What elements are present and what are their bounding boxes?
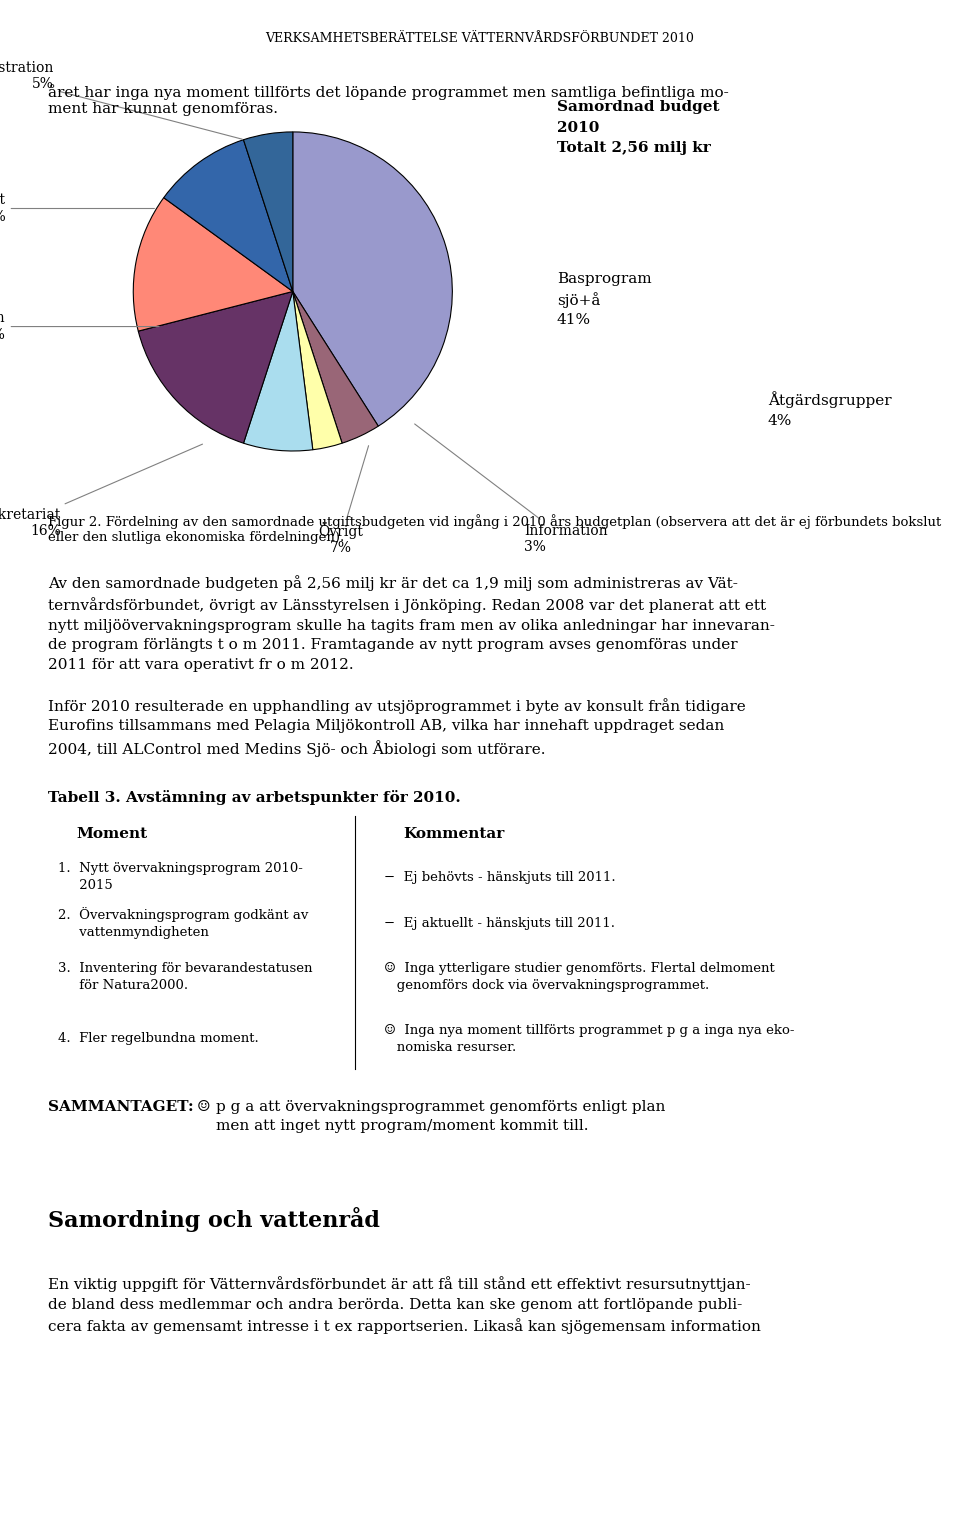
Text: Basprogram
sjö+å
41%: Basprogram sjö+å 41%: [557, 272, 652, 327]
Wedge shape: [164, 140, 293, 291]
Text: Information
3%: Information 3%: [415, 423, 608, 554]
Text: 2.  Övervakningsprogram godkänt av
     vattenmyndigheten: 2. Övervakningsprogram godkänt av vatten…: [58, 908, 308, 939]
Text: VERKSAMHETSBERÄTTELSE VÄTTERNVÅRDSFÖRBUNDET 2010: VERKSAMHETSBERÄTTELSE VÄTTERNVÅRDSFÖRBUN…: [266, 32, 694, 44]
Text: Åtgärdsgrupper
4%: Åtgärdsgrupper 4%: [768, 391, 892, 428]
Text: En viktig uppgift för Vätternvårdsförbundet är att få till stånd ett effektivt r: En viktig uppgift för Vätternvårdsförbun…: [48, 1276, 761, 1335]
Text: SAMMANTAGET:: SAMMANTAGET:: [48, 1100, 194, 1114]
Text: ☺  Inga ytterligare studier genomförts. Flertal delmoment
   genomförs dock via : ☺ Inga ytterligare studier genomförts. F…: [384, 962, 775, 992]
Wedge shape: [133, 198, 293, 331]
Wedge shape: [244, 291, 313, 451]
Text: −  Ej behövts - hänskjuts till 2011.: − Ej behövts - hänskjuts till 2011.: [384, 871, 615, 884]
Text: Kommentar: Kommentar: [403, 827, 504, 842]
Wedge shape: [293, 132, 452, 426]
Wedge shape: [293, 291, 378, 443]
Text: p g a att övervakningsprogrammet genomförts enligt plan
men att inget nytt progr: p g a att övervakningsprogrammet genomfö…: [216, 1100, 665, 1134]
Text: Moment: Moment: [77, 827, 148, 842]
Text: Sekretariat
16%: Sekretariat 16%: [0, 445, 203, 538]
Wedge shape: [244, 132, 293, 291]
Wedge shape: [138, 291, 293, 443]
Text: 3.  Inventering för bevarandestatusen
     för Natura2000.: 3. Inventering för bevarandestatusen för…: [58, 962, 312, 992]
Text: Inför 2010 resulterade en upphandling av utsjöprogrammet i byte av konsult från : Inför 2010 resulterade en upphandling av…: [48, 698, 746, 758]
Text: Administration
5%: Administration 5%: [0, 61, 242, 140]
Text: Figur 2. Fördelning av den samordnade utgiftsbudgeten vid ingång i 2010 års budg: Figur 2. Fördelning av den samordnade ut…: [48, 514, 941, 543]
Text: −  Ej aktuellt - hänskjuts till 2011.: − Ej aktuellt - hänskjuts till 2011.: [384, 917, 615, 930]
Text: Samordnad budget
2010
Totalt 2,56 milj kr: Samordnad budget 2010 Totalt 2,56 milj k…: [557, 100, 719, 155]
Text: ☺: ☺: [197, 1100, 210, 1114]
Text: Av den samordnade budgeten på 2,56 milj kr är det ca 1,9 milj som administreras : Av den samordnade budgeten på 2,56 milj …: [48, 575, 775, 672]
Text: ☺  Inga nya moment tillförts programmet p g a inga nya eko-
   nomiska resurser.: ☺ Inga nya moment tillförts programmet p…: [384, 1023, 795, 1054]
Text: Samförvaltn
14%: Samförvaltn 14%: [0, 311, 159, 342]
Text: Samordning och vattenråd: Samordning och vattenråd: [48, 1207, 380, 1232]
Text: året har inga nya moment tillförts det löpande programmet men samtliga befintlig: året har inga nya moment tillförts det l…: [48, 84, 729, 117]
Text: 1.  Nytt övervakningsprogram 2010-
     2015: 1. Nytt övervakningsprogram 2010- 2015: [58, 862, 302, 893]
Text: Övrigt
7%: Övrigt 7%: [318, 446, 369, 555]
Text: Tabell 3. Avstämning av arbetspunkter för 2010.: Tabell 3. Avstämning av arbetspunkter fö…: [48, 790, 461, 805]
Text: Vattendirektivet
10%: Vattendirektivet 10%: [0, 193, 155, 224]
Wedge shape: [293, 291, 342, 449]
Text: 4.  Fler regelbundna moment.: 4. Fler regelbundna moment.: [58, 1032, 258, 1045]
